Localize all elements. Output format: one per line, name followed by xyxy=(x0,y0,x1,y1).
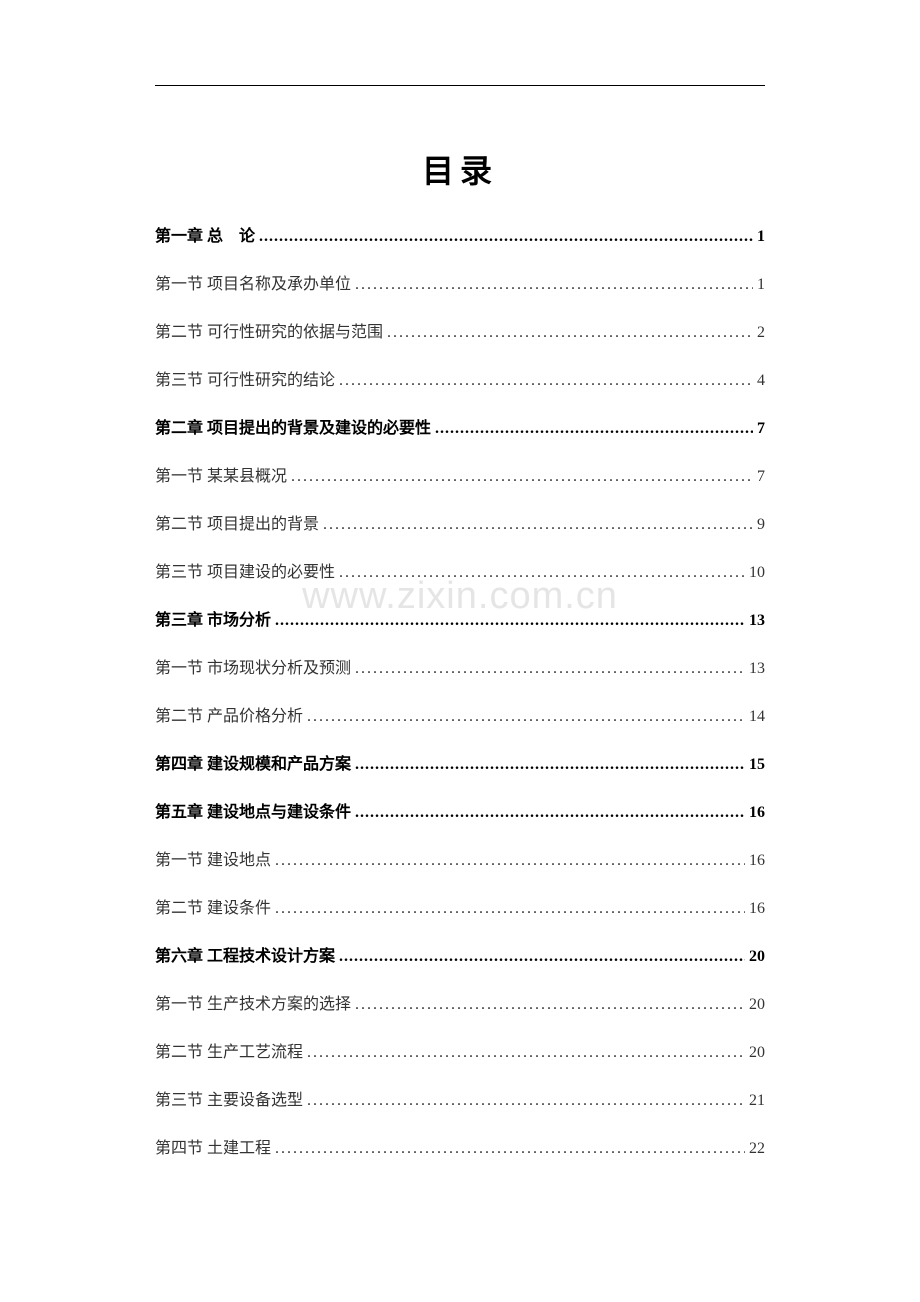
toc-entry-label: 第二节 可行性研究的依据与范围 xyxy=(155,318,383,342)
toc-leader-dots xyxy=(275,852,745,870)
toc-entry-page: 15 xyxy=(749,756,765,774)
toc-entry: 第一节 某某县概况 7 xyxy=(155,462,765,486)
toc-entry: 第二节 建设条件 16 xyxy=(155,894,765,918)
toc-entry-page: 20 xyxy=(749,996,765,1014)
toc-entry: 第二节 项目提出的背景 9 xyxy=(155,510,765,534)
toc-entry-label: 第一节 某某县概况 xyxy=(155,462,287,486)
toc-entry-label: 第三节 项目建设的必要性 xyxy=(155,558,335,582)
toc-leader-dots xyxy=(355,804,745,822)
toc-leader-dots xyxy=(291,468,753,486)
toc-entry-page: 20 xyxy=(749,948,765,966)
toc-leader-dots xyxy=(339,948,745,966)
toc-entry-page: 7 xyxy=(757,468,765,486)
toc-entry-label: 第六章 工程技术设计方案 xyxy=(155,942,335,966)
toc-entry: 第四章 建设规模和产品方案 15 xyxy=(155,750,765,774)
toc-entry-page: 1 xyxy=(757,228,765,246)
toc-entry-label: 第四章 建设规模和产品方案 xyxy=(155,750,351,774)
toc-entry: 第二节 可行性研究的依据与范围 2 xyxy=(155,318,765,342)
toc-leader-dots xyxy=(307,708,745,726)
toc-entry-label: 第三节 可行性研究的结论 xyxy=(155,366,335,390)
toc-entry-page: 16 xyxy=(749,900,765,918)
toc-leader-dots xyxy=(275,1140,745,1158)
toc-entry-label: 第三章 市场分析 xyxy=(155,606,271,630)
toc-leader-dots xyxy=(339,564,745,582)
content-layer: 目录 第一章 总 论 1 第一节 项目名称及承办单位 1 第二节 可行性研究的依据与范围… xyxy=(155,146,765,1158)
toc-entry-page: 14 xyxy=(749,708,765,726)
toc-leader-dots xyxy=(339,372,753,390)
toc-entry-page: 10 xyxy=(749,564,765,582)
toc-leader-dots xyxy=(355,660,745,678)
toc-entry-label: 第二章 项目提出的背景及建设的必要性 xyxy=(155,414,431,438)
toc-leader-dots xyxy=(435,420,753,438)
toc-entry-label: 第二节 产品价格分析 xyxy=(155,702,303,726)
toc-leader-dots xyxy=(323,516,753,534)
header-rule xyxy=(155,85,765,86)
toc-entry-label: 第一节 生产技术方案的选择 xyxy=(155,990,351,1014)
toc-entry-label: 第一章 总 论 xyxy=(155,222,255,246)
toc-entry-page: 9 xyxy=(757,516,765,534)
toc-entry-label: 第三节 主要设备选型 xyxy=(155,1086,303,1110)
toc-entry: 第三节 可行性研究的结论 4 xyxy=(155,366,765,390)
toc-leader-dots xyxy=(307,1044,745,1062)
page-container: www.zixin.com.cn 目录 第一章 总 论1第一节 项目名称及承办单… xyxy=(0,0,920,1302)
toc-title: 目录 xyxy=(155,146,765,192)
toc-leader-dots xyxy=(387,324,753,342)
toc-entry-label: 第一节 建设地点 xyxy=(155,846,271,870)
toc-entry: 第二章 项目提出的背景及建设的必要性 7 xyxy=(155,414,765,438)
toc-entry-label: 第二节 建设条件 xyxy=(155,894,271,918)
toc-entry-page: 1 xyxy=(757,276,765,294)
toc-leader-dots xyxy=(259,228,753,246)
toc-entry-page: 20 xyxy=(749,1044,765,1062)
toc-leader-dots xyxy=(355,756,745,774)
toc-entry: 第四节 土建工程 22 xyxy=(155,1134,765,1158)
toc-entry: 第一节 生产技术方案的选择 20 xyxy=(155,990,765,1014)
toc-entry-page: 16 xyxy=(749,852,765,870)
toc-entry-page: 13 xyxy=(749,612,765,630)
toc-entry: 第二节 生产工艺流程 20 xyxy=(155,1038,765,1062)
toc-leader-dots xyxy=(307,1092,745,1110)
toc-entry: 第一章 总 论 1 xyxy=(155,222,765,246)
toc-list: 第一章 总 论 1 第一节 项目名称及承办单位 1 第二节 可行性研究的依据与范围 2 第三… xyxy=(155,222,765,1158)
toc-entry-page: 22 xyxy=(749,1140,765,1158)
toc-leader-dots xyxy=(355,996,745,1014)
toc-entry-page: 7 xyxy=(757,420,765,438)
toc-entry-label: 第一节 市场现状分析及预测 xyxy=(155,654,351,678)
toc-entry-page: 4 xyxy=(757,372,765,390)
toc-entry: 第六章 工程技术设计方案 20 xyxy=(155,942,765,966)
toc-leader-dots xyxy=(275,612,745,630)
toc-entry-label: 第四节 土建工程 xyxy=(155,1134,271,1158)
toc-entry: 第一节 项目名称及承办单位 1 xyxy=(155,270,765,294)
toc-entry: 第三节 项目建设的必要性 10 xyxy=(155,558,765,582)
toc-entry: 第五章 建设地点与建设条件 16 xyxy=(155,798,765,822)
toc-entry-page: 2 xyxy=(757,324,765,342)
toc-entry: 第一节 建设地点 16 xyxy=(155,846,765,870)
toc-entry-page: 16 xyxy=(749,804,765,822)
toc-entry: 第二节 产品价格分析 14 xyxy=(155,702,765,726)
toc-entry: 第三节 主要设备选型 21 xyxy=(155,1086,765,1110)
toc-entry-label: 第五章 建设地点与建设条件 xyxy=(155,798,351,822)
toc-entry: 第三章 市场分析 13 xyxy=(155,606,765,630)
toc-leader-dots xyxy=(275,900,745,918)
toc-leader-dots xyxy=(355,276,753,294)
toc-entry: 第一节 市场现状分析及预测 13 xyxy=(155,654,765,678)
toc-entry-label: 第一节 项目名称及承办单位 xyxy=(155,270,351,294)
toc-entry-label: 第二节 项目提出的背景 xyxy=(155,510,319,534)
toc-entry-label: 第二节 生产工艺流程 xyxy=(155,1038,303,1062)
toc-entry-page: 21 xyxy=(749,1092,765,1110)
toc-entry-page: 13 xyxy=(749,660,765,678)
